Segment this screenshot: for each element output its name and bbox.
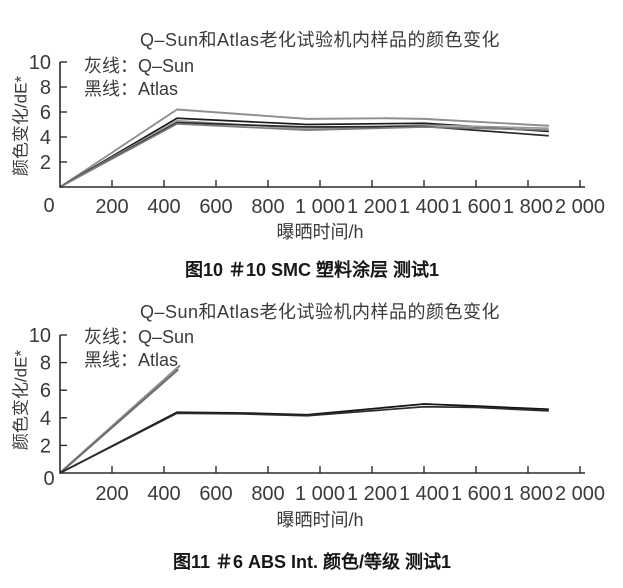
x-tick-label: 1 600 (451, 483, 501, 505)
x-tick-label: 200 (95, 196, 128, 218)
x-tick-label: 2 000 (555, 196, 605, 218)
chart2-legend-gray-line-label: 灰线：Q–Sun (84, 327, 195, 347)
chart2-legend-black-line-label: 黑线：Atlas (84, 350, 179, 370)
x-tick-label: 400 (147, 483, 180, 505)
x-tick-label: 1 600 (451, 196, 501, 218)
chart1-plot-area: 2 4 6 8 10 0 200 400 600 800 1 000 1 200 1 400 1 600 1… (29, 52, 605, 218)
series-line (59, 123, 549, 188)
x-tick-label: 1 400 (399, 483, 449, 505)
chart2-plot-area: 2 4 6 8 10 0 200 400 600 800 1 000 1 200 1 400 1 600 1… (29, 325, 605, 505)
axes (59, 62, 585, 188)
series-line (59, 368, 179, 474)
y-tick-label: 2 (40, 152, 51, 174)
x-tick-label: 2 000 (555, 483, 605, 505)
y-tick-label: 10 (29, 325, 51, 347)
chart1-legend: 灰线：Q–Sun 黑线：Atlas (84, 55, 194, 101)
chart1-x-axis-label: 曝晒时间/h (276, 222, 364, 242)
series-line (59, 403, 549, 474)
chart2-legend: 灰线：Q–Sun 黑线：Atlas (84, 326, 194, 372)
origin-label: 0 (43, 195, 54, 217)
y-tick-label: 2 (40, 435, 51, 457)
chart2-caption: 图11 ＃6 ABS Int. 颜色/等级 测试1 (172, 552, 452, 572)
y-tick-label: 8 (40, 77, 51, 99)
x-tick-label: 1 400 (399, 196, 449, 218)
chart1-title: Q–Sun和Atlas老化试验机内样品的颜色变化 (139, 30, 501, 50)
chart1-legend-black-line-label: 黑线：Atlas (84, 79, 179, 99)
axes (59, 335, 585, 474)
x-tick-label: 600 (199, 196, 232, 218)
x-tick-label: 800 (251, 483, 284, 505)
series-line (59, 119, 549, 188)
chart2-title: Q–Sun和Atlas老化试验机内样品的颜色变化 (139, 302, 501, 322)
x-tick-label: 1 200 (347, 196, 397, 218)
x-tick-label: 1 000 (295, 483, 345, 505)
chart1-legend-gray-line-label: 灰线：Q–Sun (84, 56, 195, 76)
y-tick-label: 4 (40, 127, 51, 149)
x-tick-label: 1 800 (503, 196, 553, 218)
x-tick-label: 1 200 (347, 483, 397, 505)
x-tick-label: 1 000 (295, 196, 345, 218)
chart1-caption: 图10 ＃10 SMC 塑料涂层 测试1 (184, 260, 440, 280)
origin-label: 0 (43, 468, 54, 490)
y-tick-label: 4 (40, 408, 51, 430)
y-tick-label: 6 (40, 102, 51, 124)
x-tick-label: 600 (199, 483, 232, 505)
chart2-x-axis-label: 曝晒时间/h (276, 510, 364, 530)
series-line (59, 405, 549, 474)
y-tick-label: 8 (40, 353, 51, 375)
series-line (59, 108, 549, 188)
y-tick-label: 10 (29, 52, 51, 74)
x-tick-label: 800 (251, 196, 284, 218)
series-line (59, 121, 549, 188)
x-tick-label: 400 (147, 196, 180, 218)
y-tick-label: 6 (40, 380, 51, 402)
x-tick-label: 200 (95, 483, 128, 505)
x-tick-label: 1 800 (503, 483, 553, 505)
